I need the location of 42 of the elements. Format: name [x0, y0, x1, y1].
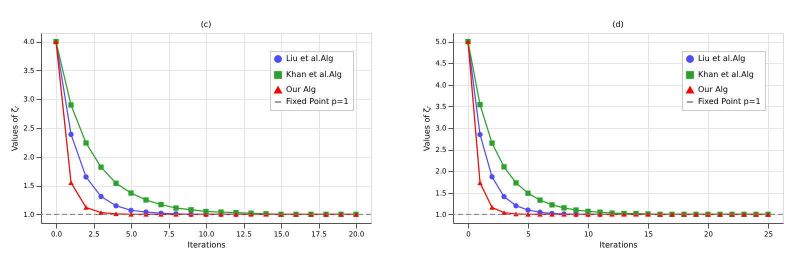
point: [188, 207, 194, 212]
point: [525, 190, 531, 196]
point: [525, 212, 531, 217]
chart-title: (d): [612, 20, 624, 29]
point: [501, 194, 507, 200]
point: [113, 203, 119, 208]
point: [83, 174, 89, 180]
point: [513, 203, 519, 208]
point: [525, 207, 531, 213]
point: [68, 132, 74, 137]
legend-label: Khan et al.Alg: [286, 70, 342, 79]
y-axis-title: Values of ζᵣ: [422, 104, 432, 152]
point: [561, 205, 567, 211]
point: [128, 208, 134, 213]
legend-label: Our Alg: [286, 85, 316, 94]
point: [501, 164, 507, 170]
point: [489, 205, 495, 210]
chart-title: (c): [200, 20, 212, 29]
point: [113, 211, 119, 216]
point: [83, 205, 89, 210]
legend-label: Liu et al.Alg: [698, 54, 746, 63]
point: [489, 140, 495, 146]
point: [477, 132, 483, 138]
point: [489, 174, 495, 180]
y-axis-title: Values of ζᵣ: [10, 104, 20, 152]
point: [585, 208, 591, 214]
legend-label: Fixed Point p=1: [698, 97, 761, 106]
point: [537, 197, 543, 203]
legend-label: Our Alg: [698, 85, 728, 94]
point: [98, 164, 104, 170]
point: [549, 202, 555, 208]
legend-label: Liu et al.Alg: [286, 54, 334, 63]
legend-label: Fixed Point p=1: [286, 97, 349, 106]
x-axis-title: Iterations: [599, 240, 638, 250]
x-axis-title: Iterations: [187, 240, 226, 250]
point: [68, 180, 74, 185]
point: [113, 180, 119, 186]
point: [513, 180, 519, 186]
legend-label: Khan et al.Alg: [698, 70, 754, 79]
point: [98, 194, 104, 200]
point: [477, 180, 483, 186]
point: [477, 102, 483, 108]
